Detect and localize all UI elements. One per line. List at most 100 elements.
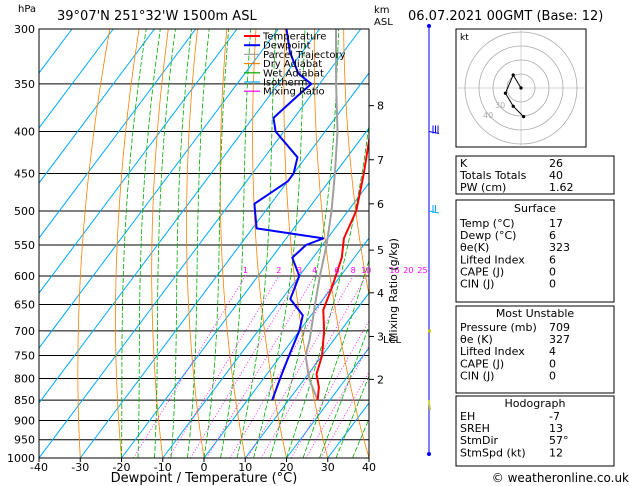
surface-label: CIN (J) (460, 278, 494, 291)
parcel-trajectory-line (304, 29, 339, 401)
temperature-tick-label: -20 (113, 461, 131, 474)
wet-adiabat-line (187, 29, 210, 458)
copyright-text: © weatheronline.co.uk (492, 471, 629, 485)
pressure-tick-label: 300 (14, 23, 35, 36)
height-tick-label: 4 (377, 287, 384, 300)
wet-adiabat-line (137, 29, 161, 458)
pressure-tick-label: 850 (14, 394, 35, 407)
hodograph-param-value: 57° (549, 434, 569, 447)
most-unstable-value: 0 (549, 357, 556, 370)
mixing-ratio-line (247, 275, 354, 458)
wet-adiabat-line (154, 29, 176, 458)
height-tick-label: 2 (377, 373, 384, 386)
most-unstable-label: CIN (J) (460, 369, 494, 382)
surface-title: Surface (514, 202, 556, 215)
axes: 3003504004505005506006507007508008509009… (7, 23, 402, 474)
dry-adiabat-line (283, 29, 329, 458)
most-unstable-value: 327 (549, 333, 570, 346)
hodograph-table-title: Hodograph (505, 397, 566, 410)
pressure-tick-label: 400 (14, 126, 35, 139)
most-unstable-label: Pressure (mb) (460, 321, 537, 334)
hodograph-point (511, 73, 515, 77)
sounding-profiles (253, 29, 369, 401)
dry-adiabat-line (115, 29, 140, 458)
wind-marker-low (428, 400, 431, 411)
isotherm-line (39, 29, 362, 458)
temperature-tick-label: 10 (238, 461, 252, 474)
mixing-ratio-line (229, 275, 338, 458)
most-unstable-box (455, 305, 615, 394)
pressure-tick-label: 950 (14, 434, 35, 447)
mixing-ratio-label: 6 (334, 266, 339, 275)
most-unstable-value: 0 (549, 369, 556, 382)
hodograph-param-label: EH (460, 410, 475, 423)
isotherm-line (39, 29, 155, 184)
wind-marker (427, 24, 431, 28)
dewpoint-line (253, 29, 325, 401)
index-label: PW (cm) (460, 181, 506, 194)
temperature-tick-label: -40 (30, 461, 48, 474)
surface-box (455, 199, 615, 303)
temperature-tick-label: 0 (201, 461, 208, 474)
pressure-unit: hPa (18, 4, 36, 15)
indices-box (455, 155, 615, 195)
pressure-tick-label: 650 (14, 299, 35, 312)
pressure-tick-label: 700 (14, 325, 35, 338)
mixing-ratio-label: 25 (417, 266, 427, 275)
pressure-tick-label: 500 (14, 205, 35, 218)
most-unstable-label: θe (K) (460, 333, 493, 346)
legend-label: Temperature (262, 32, 326, 43)
most-unstable-label: CAPE (J) (460, 357, 504, 370)
temperature-tick-label: 40 (362, 461, 376, 474)
legend-label: Parcel Trajectory (263, 50, 346, 61)
surface-value: 17 (549, 217, 563, 230)
temperature-line (315, 134, 369, 401)
most-unstable-label: Lifted Index (460, 345, 525, 358)
dry-adiabat-line (343, 29, 369, 298)
legend-label: Wet Adiabat (263, 68, 324, 79)
hodograph-param-label: StmDir (460, 434, 499, 447)
mixing-ratio-label: 3 (297, 266, 302, 275)
most-unstable-title: Most Unstable (496, 307, 575, 320)
mixing-ratio-label: 1 (243, 266, 248, 275)
dry-adiabat-line (186, 29, 205, 458)
isotherm-line (39, 29, 238, 294)
height-tick-label: 7 (377, 154, 384, 167)
surface-label: Lifted Index (460, 253, 525, 266)
wind-barb (428, 131, 440, 134)
temperature-tick-label: -10 (154, 461, 172, 474)
legend-label: Mixing Ratio (263, 87, 325, 98)
pressure-tick-label: 750 (14, 349, 35, 362)
dry-adiabat-line (219, 29, 246, 458)
index-label: K (460, 157, 468, 170)
surface-value: 0 (549, 265, 556, 278)
height-unit-asl: ASL (374, 17, 393, 28)
height-tick-label: 5 (377, 244, 384, 257)
mixing-ratio-line (320, 371, 369, 458)
mixing-ratio-label: 16 (389, 266, 399, 275)
wet-adiabat-line (220, 29, 252, 458)
surface-label: θe(K) (460, 241, 489, 254)
mixing-ratio-label: 20 (403, 266, 413, 275)
pressure-tick-label: 600 (14, 270, 35, 283)
temperature-tick-label: -30 (71, 461, 89, 474)
wet-adiabat-line (286, 120, 369, 458)
wind-barb (428, 210, 440, 214)
datetime-title: 06.07.2021 00GMT (Base: 12) (408, 9, 603, 24)
isotherm-line (39, 29, 114, 129)
surface-label: Temp (°C) (459, 217, 515, 230)
dry-adiabat-line (252, 29, 287, 458)
height-tick-label: 6 (377, 198, 384, 211)
index-label: Totals Totals (459, 169, 527, 182)
surface-value: 6 (549, 229, 556, 242)
isotherm-line (286, 347, 369, 458)
wet-adiabat-line (269, 29, 339, 458)
wet-adiabat-line (302, 258, 369, 458)
hodograph-param-value: 12 (549, 446, 563, 459)
pressure-tick-label: 800 (14, 372, 35, 385)
wind-profile (427, 24, 440, 456)
legend-label: Dry Adiabat (263, 59, 322, 70)
